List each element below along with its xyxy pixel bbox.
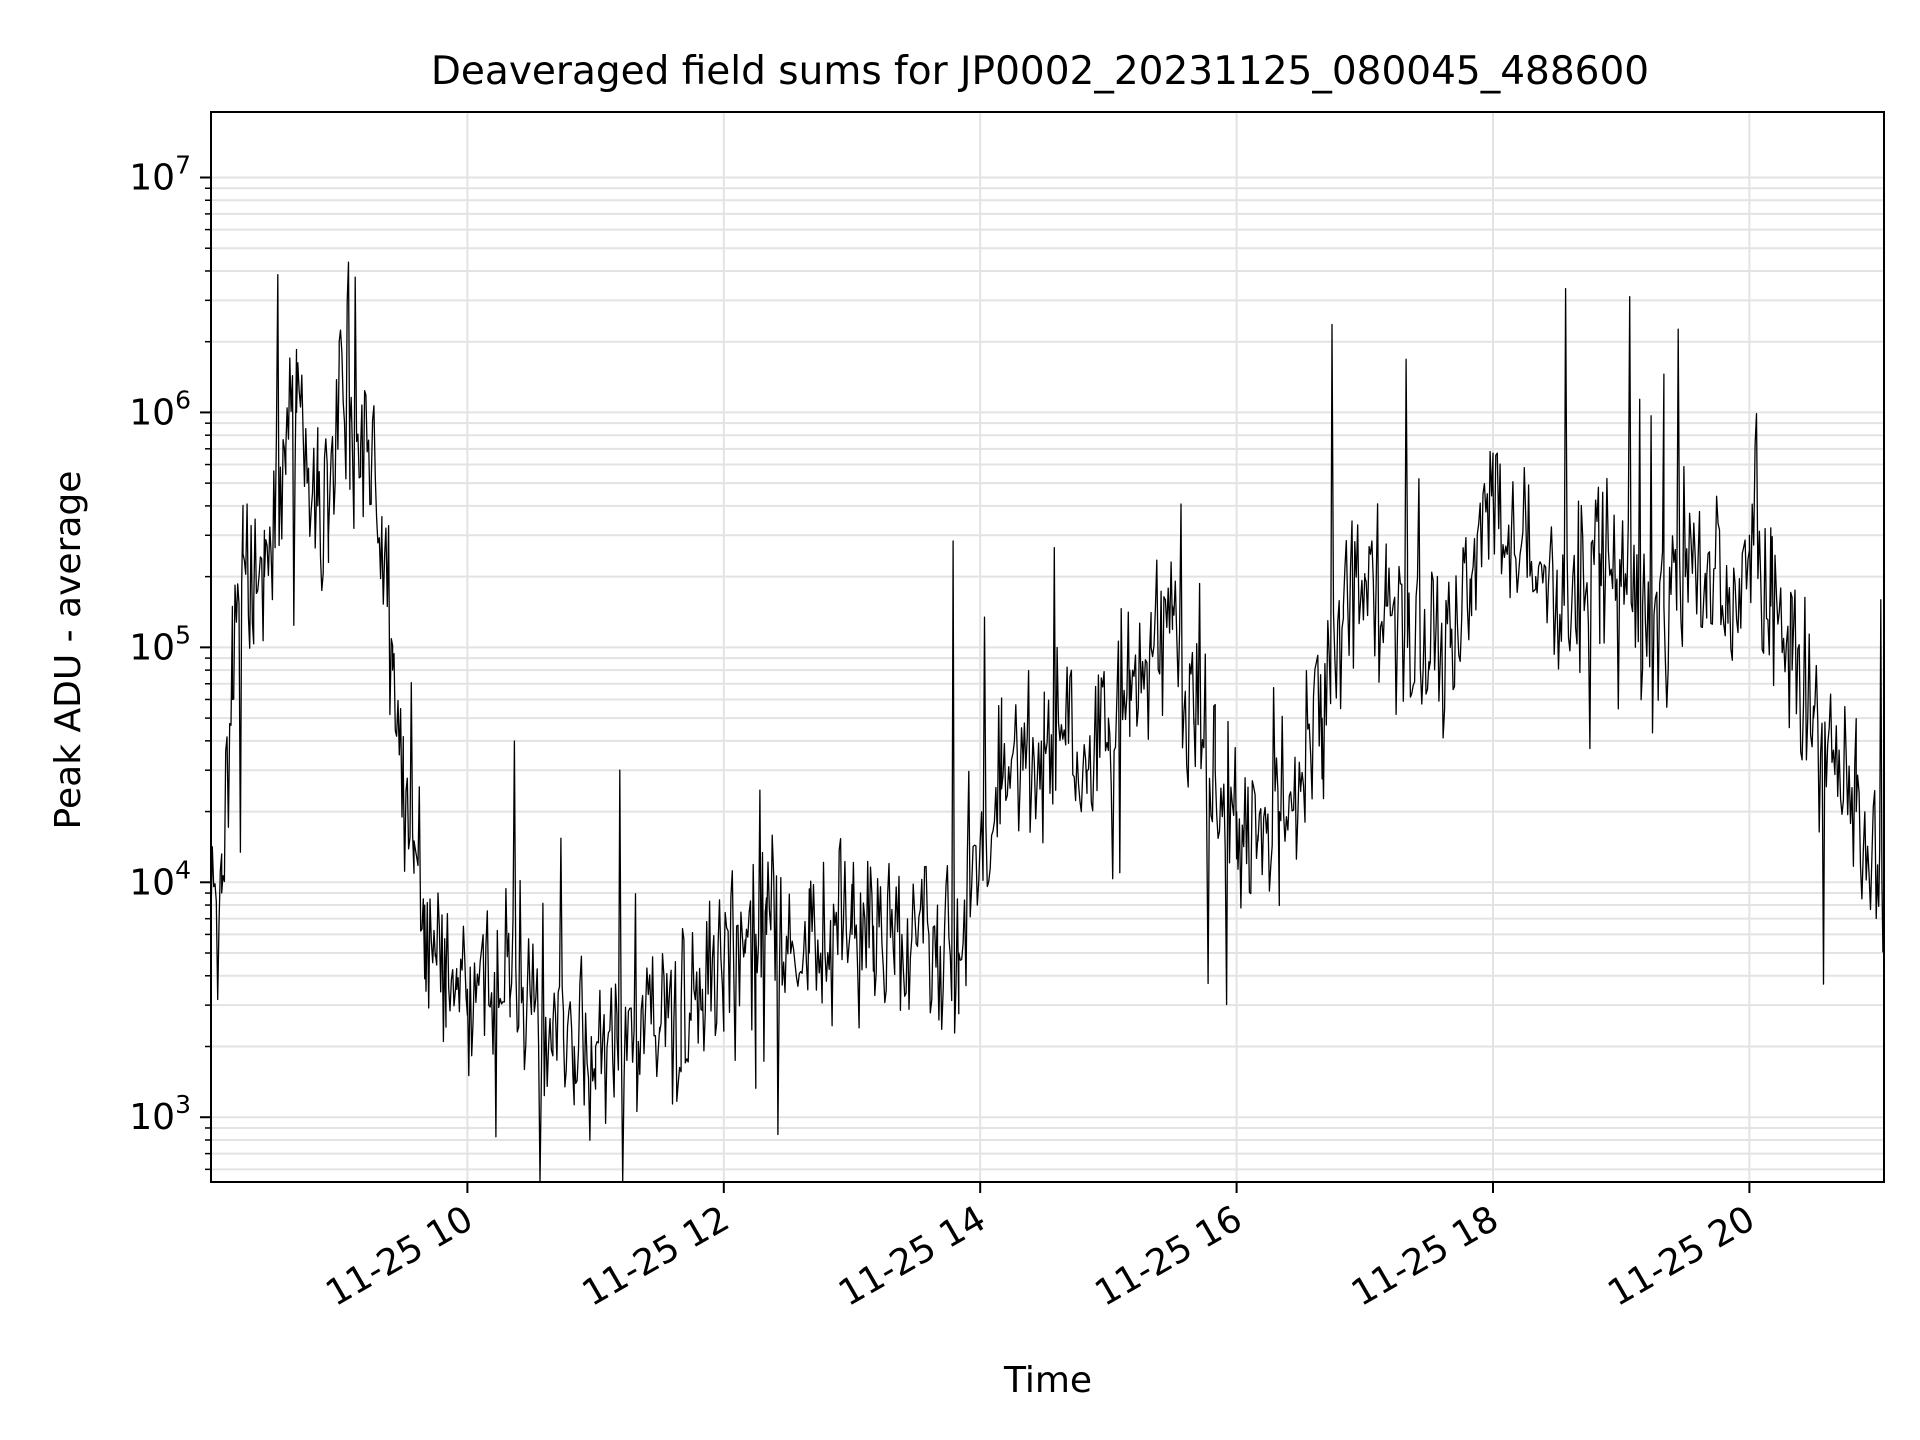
y-tick-label: 105 xyxy=(129,620,191,668)
series-line xyxy=(211,261,1884,1182)
tick-layer xyxy=(200,176,1751,1193)
y-tick-label: 104 xyxy=(129,855,191,903)
y-axis-label: Peak ADU - average xyxy=(48,471,89,830)
series-layer xyxy=(211,261,1884,1182)
y-tick-label: 107 xyxy=(129,150,191,198)
y-tick-label: 106 xyxy=(129,385,191,433)
x-axis-label: Time xyxy=(1003,1360,1092,1401)
grid-layer xyxy=(211,112,1884,1182)
y-tick-label: 103 xyxy=(129,1090,191,1138)
chart-title: Deaveraged field sums for JP0002_2023112… xyxy=(431,49,1649,94)
